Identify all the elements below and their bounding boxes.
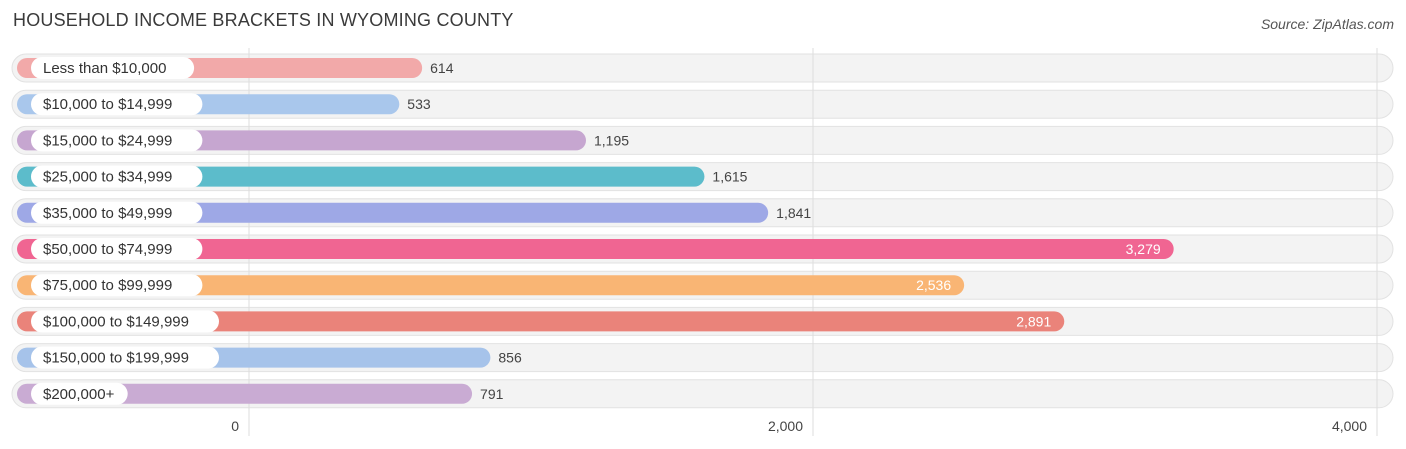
category-label: $75,000 to $99,999 bbox=[43, 277, 172, 294]
category-label: $15,000 to $24,999 bbox=[43, 132, 172, 149]
value-label: 1,615 bbox=[712, 169, 747, 185]
category-pill bbox=[31, 274, 203, 297]
category-pill bbox=[31, 310, 219, 333]
category-pill bbox=[31, 382, 128, 405]
tick-label: 2,000 bbox=[768, 418, 803, 434]
value-label: 3,279 bbox=[1126, 241, 1161, 257]
bar bbox=[17, 275, 965, 296]
value-label: 1,841 bbox=[776, 205, 811, 221]
category-pill bbox=[31, 165, 203, 188]
source-credit: Source: ZipAtlas.com bbox=[1260, 16, 1394, 32]
value-label: 2,536 bbox=[916, 277, 951, 293]
category-pill bbox=[31, 238, 203, 260]
category-pill bbox=[31, 346, 219, 369]
value-label: 856 bbox=[498, 350, 522, 366]
bar bbox=[17, 311, 1065, 332]
category-label: $25,000 to $34,999 bbox=[43, 169, 172, 186]
category-label: $150,000 to $199,999 bbox=[43, 350, 189, 367]
bar bbox=[17, 383, 473, 404]
tick-label: 0 bbox=[231, 418, 239, 434]
category-pill bbox=[31, 93, 203, 116]
chart-title: HOUSEHOLD INCOME BRACKETS IN WYOMING COU… bbox=[13, 10, 514, 30]
category-label: $50,000 to $74,999 bbox=[43, 241, 172, 258]
bar bbox=[17, 202, 769, 223]
tick-label: 4,000 bbox=[1332, 418, 1367, 434]
value-label: 791 bbox=[480, 386, 504, 402]
category-label: $100,000 to $149,999 bbox=[43, 313, 189, 330]
category-pill bbox=[31, 201, 203, 224]
bar bbox=[17, 239, 1174, 259]
category-label: $200,000+ bbox=[43, 386, 115, 403]
value-label: 614 bbox=[430, 60, 454, 76]
category-pill bbox=[31, 57, 195, 79]
category-label: Less than $10,000 bbox=[43, 60, 166, 77]
value-label: 533 bbox=[407, 96, 431, 112]
value-label: 1,195 bbox=[594, 132, 629, 148]
value-label: 2,891 bbox=[1016, 313, 1051, 329]
category-label: $35,000 to $49,999 bbox=[43, 205, 172, 222]
category-label: $10,000 to $14,999 bbox=[43, 96, 172, 113]
category-pill bbox=[31, 129, 203, 152]
